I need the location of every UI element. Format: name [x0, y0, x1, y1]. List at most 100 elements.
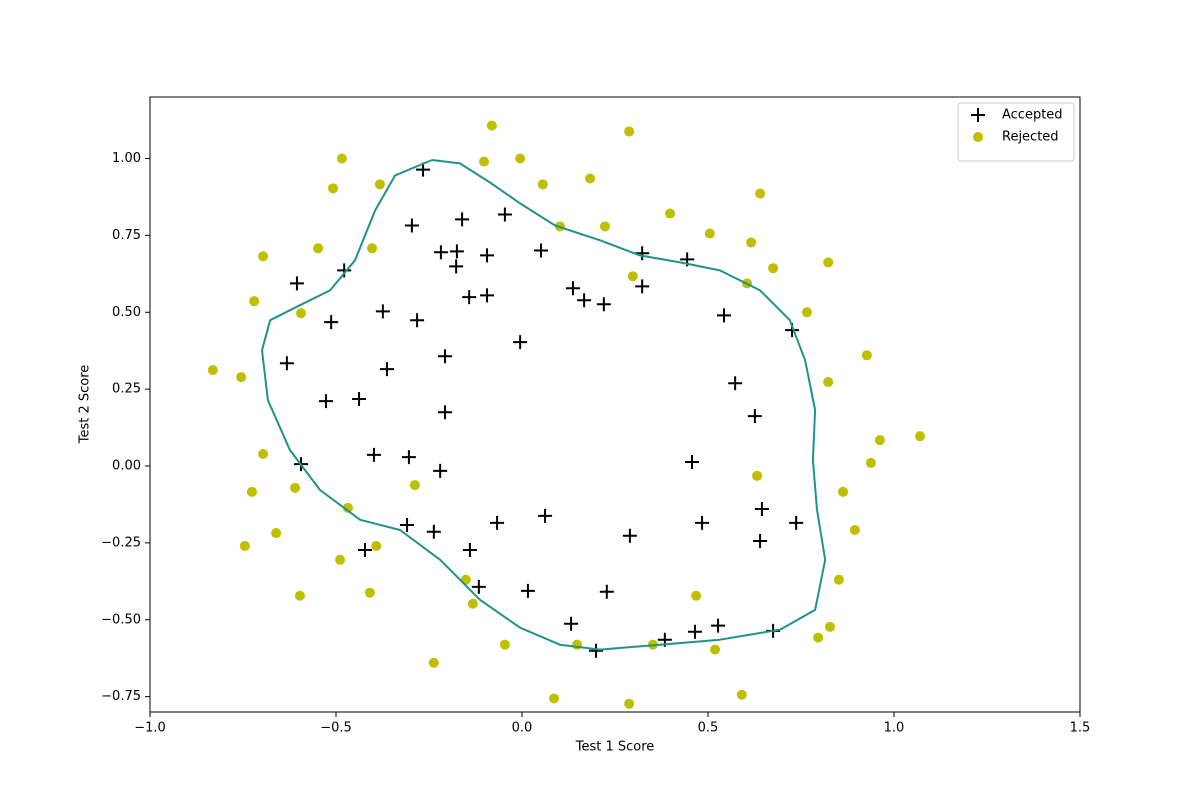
accepted-marker — [533, 243, 548, 258]
rejected-marker — [752, 470, 763, 481]
accepted-marker — [462, 542, 477, 557]
accepted-marker — [635, 279, 650, 294]
rejected-marker — [486, 120, 497, 131]
rejected-marker — [838, 486, 849, 497]
accepted-marker — [622, 528, 637, 543]
accepted-marker — [599, 584, 614, 599]
accepted-marker — [577, 293, 592, 308]
accepted-marker — [754, 502, 769, 517]
y-tick-label: 0.00 — [112, 459, 141, 474]
accepted-marker — [635, 246, 650, 261]
accepted-marker — [455, 212, 470, 227]
rejected-marker — [665, 208, 676, 219]
accepted-marker — [589, 643, 604, 658]
rejected-marker — [585, 173, 596, 184]
rejected-marker — [813, 632, 824, 643]
accepted-marker — [711, 618, 726, 633]
rejected-marker — [328, 183, 339, 194]
rejected-marker — [548, 693, 559, 704]
rejected-marker — [374, 179, 385, 190]
decision-boundary — [261, 159, 827, 651]
accepted-marker — [416, 162, 431, 177]
rejected-marker — [409, 480, 420, 491]
rejected-marker — [768, 263, 779, 274]
rejected-marker — [710, 644, 721, 655]
rejected-marker — [296, 308, 307, 319]
rejected-marker — [624, 126, 635, 137]
rejected-marker — [599, 221, 610, 232]
accepted-marker — [433, 245, 448, 260]
rejected-marker — [467, 598, 478, 609]
accepted-marker — [490, 515, 505, 530]
accepted-marker — [324, 315, 339, 330]
x-tick-label: −1.0 — [134, 721, 166, 736]
accepted-marker — [337, 263, 352, 278]
accepted-marker — [289, 276, 304, 291]
rejected-marker — [624, 698, 635, 709]
accepted-marker — [400, 518, 415, 533]
accepted-marker — [497, 207, 512, 222]
accepted-marker — [753, 534, 768, 549]
rejected-marker — [833, 574, 844, 585]
accepted-marker — [480, 288, 495, 303]
rejected-marker — [207, 365, 218, 376]
x-axis-label: Test 1 Score — [575, 740, 655, 755]
accepted-marker — [279, 356, 294, 371]
accepted-marker — [687, 624, 702, 639]
accepted-marker — [538, 508, 553, 523]
y-tick-label: 0.50 — [112, 305, 141, 320]
accepted-marker — [480, 248, 495, 263]
accepted-marker — [410, 313, 425, 328]
rejected-marker — [874, 435, 885, 446]
rejected-marker — [239, 540, 250, 551]
accepted-marker — [426, 524, 441, 539]
rejected-marker — [371, 540, 382, 551]
rejected-marker — [823, 377, 834, 388]
y-tick-label: 0.25 — [112, 382, 141, 397]
accepted-marker — [404, 218, 419, 233]
rejected-marker — [915, 431, 926, 442]
y-tick-label: −0.75 — [101, 689, 141, 704]
rejected-marker — [755, 188, 766, 199]
accepted-marker — [437, 405, 452, 420]
rejected-marker — [271, 528, 282, 539]
rejected-marker — [428, 657, 439, 668]
rejected-marker — [336, 153, 347, 164]
accepted-marker — [513, 335, 528, 350]
accepted-marker — [462, 290, 477, 305]
rejected-marker — [342, 502, 353, 513]
accepted-marker — [789, 515, 804, 530]
rejected-marker — [704, 228, 715, 239]
y-tick-label: −0.25 — [101, 535, 141, 550]
rejected-marker — [825, 621, 836, 632]
rejected-marker — [367, 243, 378, 254]
rejected-marker — [691, 590, 702, 601]
accepted-marker — [401, 450, 416, 465]
rejected-marker — [736, 689, 747, 700]
rejected-marker — [801, 307, 812, 318]
rejected-marker — [479, 156, 490, 167]
rejected-marker — [258, 251, 269, 262]
plot-frame — [149, 96, 1081, 713]
accepted-marker — [471, 579, 486, 594]
accepted-marker — [449, 244, 464, 259]
accepted-marker — [375, 304, 390, 319]
rejected-marker — [515, 153, 526, 164]
accepted-marker — [437, 349, 452, 364]
rejected-marker — [246, 486, 257, 497]
legend-box — [957, 102, 1075, 162]
rejected-marker — [499, 639, 510, 650]
x-tick-label: 1.0 — [884, 721, 905, 736]
rejected-marker — [849, 524, 860, 535]
rejected-marker — [294, 590, 305, 601]
rejected-marker — [258, 449, 269, 460]
rejected-marker — [364, 587, 375, 598]
accepted-marker — [433, 463, 448, 478]
accepted-marker — [564, 616, 579, 631]
accepted-marker — [971, 108, 985, 122]
x-tick-label: 0.5 — [698, 721, 719, 736]
legend-label: Rejected — [1002, 130, 1059, 145]
x-tick-label: 1.5 — [1070, 721, 1091, 736]
accepted-marker — [716, 308, 731, 323]
